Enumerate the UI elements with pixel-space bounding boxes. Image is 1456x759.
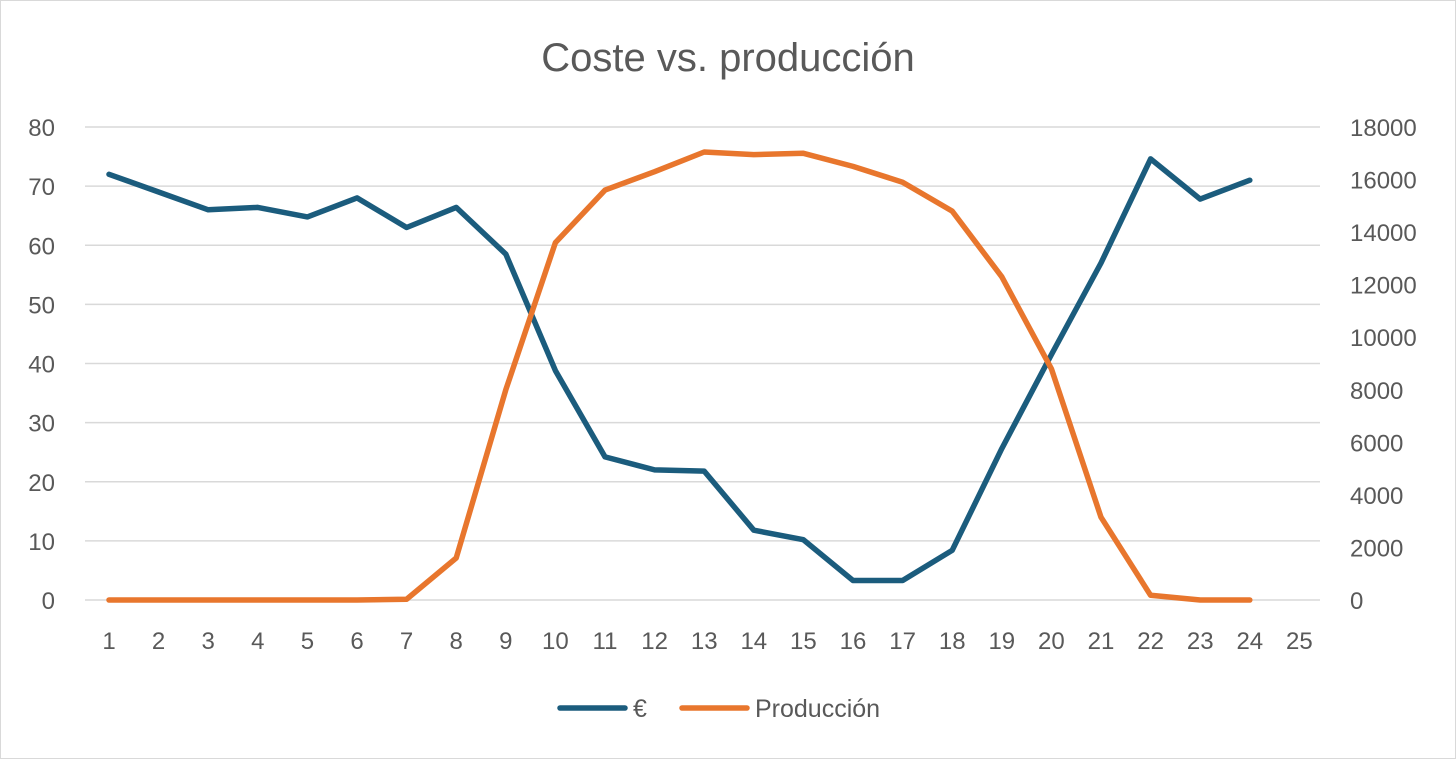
left-tick-label: 0 — [42, 588, 55, 615]
x-tick-label: 13 — [691, 628, 718, 655]
x-tick-label: 2 — [152, 628, 165, 655]
x-tick-label: 15 — [790, 628, 817, 655]
left-tick-label: 60 — [28, 233, 55, 260]
left-tick-label: 80 — [28, 115, 55, 142]
left-axis: 0 10 20 30 40 50 60 70 80 — [28, 115, 55, 615]
x-tick-label: 22 — [1137, 628, 1164, 655]
legend: € Producción — [557, 695, 880, 723]
x-tick-label: 8 — [450, 628, 463, 655]
right-tick-label: 6000 — [1350, 430, 1403, 457]
x-tick-label: 23 — [1187, 628, 1214, 655]
right-tick-label: 2000 — [1350, 535, 1403, 562]
x-axis: 1 2 3 4 5 6 7 8 9 10 11 12 13 14 15 16 17 18 19 20 21 22 23 24 2… — [102, 628, 1312, 655]
right-tick-label: 12000 — [1350, 273, 1417, 300]
right-axis: 0 2000 4000 6000 8000 10000 12000 14000 16000 180… — [1350, 115, 1417, 615]
x-tick-label: 25 — [1286, 628, 1313, 655]
x-tick-label: 3 — [202, 628, 215, 655]
right-tick-label: 18000 — [1350, 115, 1417, 142]
series-line-1 — [106, 156, 1253, 584]
right-tick-label: 14000 — [1350, 220, 1417, 247]
right-tick-label: 10000 — [1350, 325, 1417, 352]
x-tick-label: 5 — [301, 628, 314, 655]
right-tick-label: 0 — [1350, 588, 1363, 615]
left-tick-label: 70 — [28, 174, 55, 201]
left-tick-label: 30 — [28, 411, 55, 438]
x-tick-label: 19 — [988, 628, 1015, 655]
x-tick-label: 4 — [251, 628, 264, 655]
x-tick-label: 17 — [889, 628, 916, 655]
legend-label-1: € — [633, 695, 647, 723]
series-layer — [106, 149, 1253, 603]
right-tick-label: 4000 — [1350, 483, 1403, 510]
x-tick-label: 12 — [641, 628, 668, 655]
x-tick-label: 14 — [740, 628, 767, 655]
series-line-2 — [106, 149, 1253, 603]
x-tick-label: 24 — [1236, 628, 1263, 655]
legend-label-2: Producción — [755, 695, 880, 723]
x-tick-label: 6 — [350, 628, 363, 655]
x-tick-label: 18 — [939, 628, 966, 655]
chart-title: Coste vs. producción — [541, 36, 915, 80]
right-tick-label: 8000 — [1350, 378, 1403, 405]
left-tick-label: 20 — [28, 470, 55, 497]
right-tick-label: 16000 — [1350, 168, 1417, 195]
left-tick-label: 10 — [28, 529, 55, 556]
x-tick-label: 20 — [1038, 628, 1065, 655]
x-tick-label: 11 — [593, 628, 618, 655]
x-tick-label: 7 — [400, 628, 413, 655]
x-tick-label: 21 — [1088, 628, 1115, 655]
left-tick-label: 40 — [28, 352, 55, 379]
x-tick-label: 10 — [542, 628, 569, 655]
x-tick-label: 9 — [499, 628, 512, 655]
x-tick-label: 16 — [840, 628, 867, 655]
x-tick-label: 1 — [102, 628, 115, 655]
left-tick-label: 50 — [28, 292, 55, 319]
